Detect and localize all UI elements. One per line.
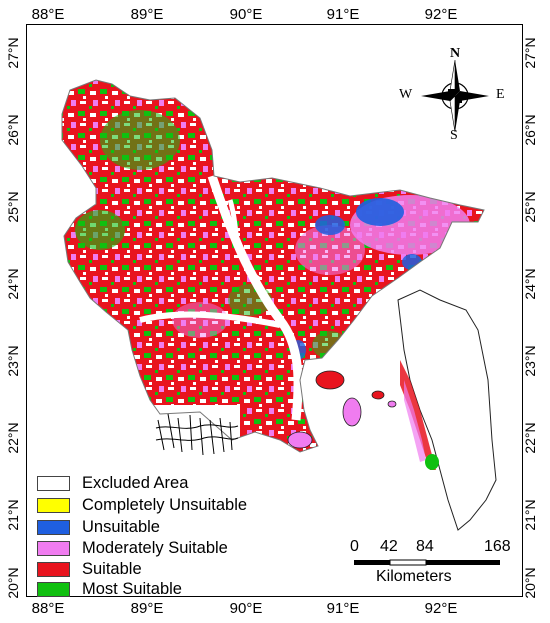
legend-swatch [37,475,70,491]
legend-label: Most Suitable [82,579,182,598]
legend-swatch [37,519,70,535]
lat-tick-right: 27°N [522,37,538,69]
lon-tick-bottom: 92°E [424,600,458,617]
lat-tick-left: 22°N [5,422,21,454]
lon-tick-bottom: 88°E [31,600,65,617]
legend-item-excluded: Excluded Area [37,474,188,492]
lat-tick-right: 24°N [522,268,538,300]
legend-item-most-suitable: Most Suitable [37,580,182,598]
lon-tick-bottom: 90°E [229,600,263,617]
scale-label-84: 84 [416,538,434,555]
scale-bar [354,559,500,566]
compass-north-label: N [450,46,461,61]
scale-label-168: 168 [484,538,511,555]
legend-label: Unsuitable [82,517,160,536]
scale-label-0: 0 [350,538,359,555]
scale-unit-label: Kilometers [376,568,452,585]
legend-swatch [37,497,70,513]
lat-tick-right: 25°N [522,191,538,223]
compass-south-label: S [450,128,458,143]
lat-tick-right: 22°N [522,422,538,454]
legend-label: Moderately Suitable [82,538,228,557]
lon-tick-bottom: 89°E [130,600,164,617]
lat-tick-left: 23°N [5,345,21,377]
lon-tick-top: 89°E [130,6,164,23]
scale-label-42: 42 [380,538,398,555]
lat-tick-left: 21°N [5,499,21,531]
legend-swatch [37,540,70,556]
excluded-area-hill-tracts [397,289,497,531]
country-outline [61,79,485,453]
lon-tick-top: 90°E [229,6,263,23]
lat-tick-right: 20°N [522,567,538,599]
lat-tick-left: 26°N [5,114,21,146]
lat-tick-left: 27°N [5,37,21,69]
lon-tick-top: 92°E [424,6,458,23]
coastal-green-patch [425,454,439,470]
coastal-strip [400,360,436,470]
compass-rose [421,59,489,133]
lat-tick-left: 20°N [5,567,21,599]
lat-tick-right: 23°N [522,345,538,377]
coastal-islands [287,370,397,449]
compass-east-label: E [496,87,505,102]
legend-swatch [37,581,70,597]
legend-label: Suitable [82,559,142,578]
lon-tick-bottom: 91°E [326,600,360,617]
legend-swatch [37,561,70,577]
legend-label: Excluded Area [82,473,189,492]
compass-west-label: W [399,87,413,102]
legend-item-unsuitable: Unsuitable [37,518,160,536]
legend-label: Completely Unsuitable [82,495,248,514]
lat-tick-left: 24°N [5,268,21,300]
legend-item-moderately-suitable: Moderately Suitable [37,539,228,557]
lat-tick-right: 26°N [522,114,538,146]
lat-tick-right: 21°N [522,499,538,531]
lon-tick-top: 91°E [326,6,360,23]
lat-tick-left: 25°N [5,191,21,223]
excluded-area-sundarbans [155,413,239,456]
legend-item-suitable: Suitable [37,560,142,578]
lon-tick-top: 88°E [31,6,65,23]
legend-item-completely-unsuitable: Completely Unsuitable [37,496,247,514]
